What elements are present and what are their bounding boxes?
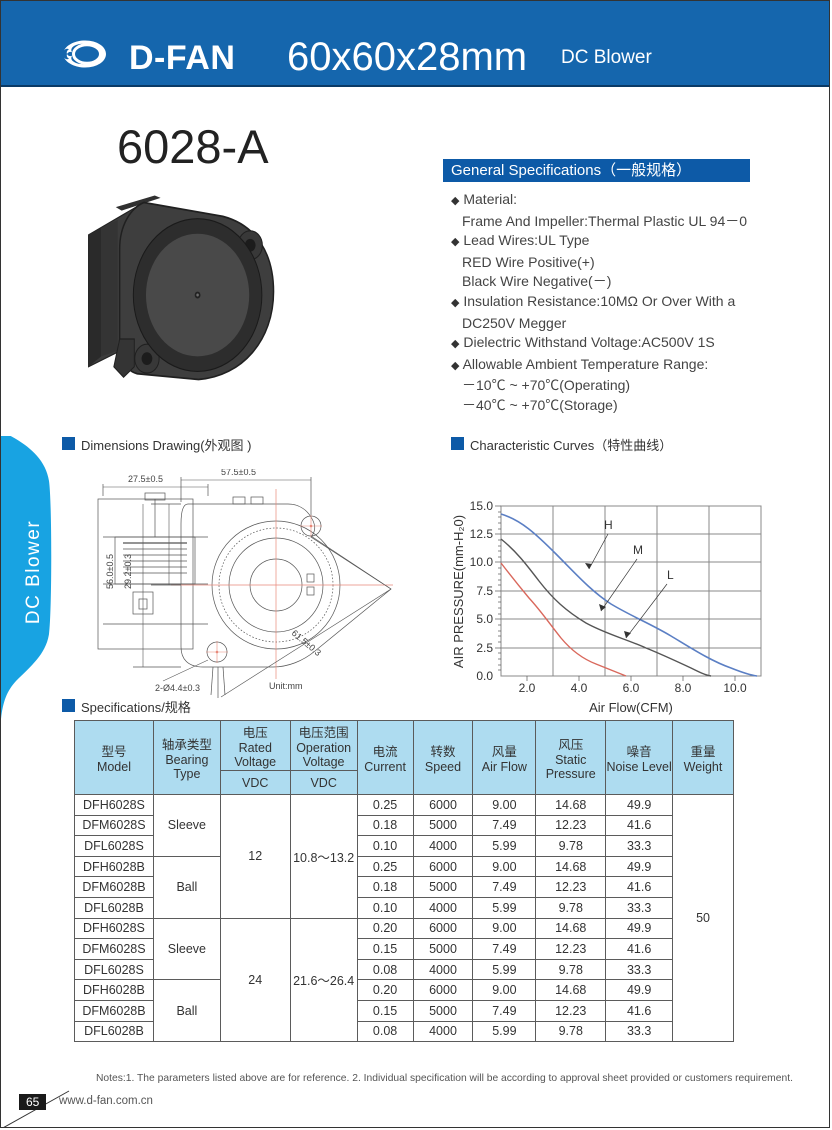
svg-text:M: M xyxy=(633,543,643,557)
svg-text:15.0: 15.0 xyxy=(470,499,494,513)
svg-text:2-Ø4.4±0.3: 2-Ø4.4±0.3 xyxy=(155,683,200,693)
svg-text:2.0: 2.0 xyxy=(519,681,536,695)
svg-text:Unit:mm: Unit:mm xyxy=(269,681,303,691)
svg-text:4.0: 4.0 xyxy=(571,681,588,695)
svg-text:H: H xyxy=(604,518,613,532)
svg-text:8.0: 8.0 xyxy=(675,681,692,695)
svg-text:7.5: 7.5 xyxy=(476,584,493,598)
svg-text:5.0: 5.0 xyxy=(476,612,493,626)
svg-text:61.5±0.3: 61.5±0.3 xyxy=(290,628,323,658)
svg-text:2.5: 2.5 xyxy=(476,641,493,655)
svg-text:6.0: 6.0 xyxy=(623,681,640,695)
svg-text:57.5±0.5: 57.5±0.5 xyxy=(221,469,256,477)
svg-text:12.5: 12.5 xyxy=(470,527,494,541)
svg-text:Air Flow(CFM): Air Flow(CFM) xyxy=(589,700,673,715)
svg-text:29.2±0.3: 29.2±0.3 xyxy=(123,554,133,589)
svg-text:10.0: 10.0 xyxy=(470,555,494,569)
svg-text:27.5±0.5: 27.5±0.5 xyxy=(128,474,163,484)
svg-text:0.0: 0.0 xyxy=(476,669,493,683)
svg-text:L: L xyxy=(667,568,674,582)
svg-text:10.0: 10.0 xyxy=(723,681,747,695)
svg-text:56.0±0.5: 56.0±0.5 xyxy=(105,554,115,589)
